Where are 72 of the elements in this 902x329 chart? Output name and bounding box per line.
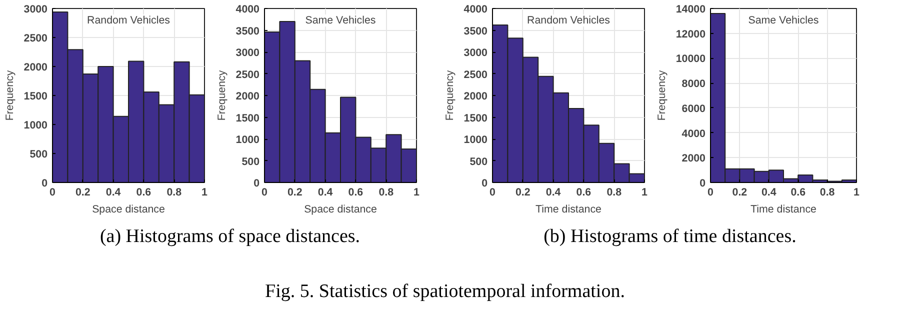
y-axis-title: Frequency [216,70,228,121]
x-tick-label: 0.8 [820,186,835,198]
text: Same Vehicles [748,14,819,26]
text: Random Vehicles [87,14,170,26]
y-tick-label: 8000 [682,78,706,90]
y-tick-label: 2000 [236,90,260,102]
y-tick-label: 2000 [464,90,488,102]
y-tick-label: 3000 [236,47,260,59]
y-tick-label: 2000 [682,152,706,165]
y-tick-label: 2500 [236,68,260,81]
y-tick-label: 3000 [464,47,488,59]
y-tick-label: 1000 [464,134,488,146]
x-tick-label: 1 [642,186,648,198]
y-tick-label: 2500 [464,68,488,81]
x-tick-label: 0 [708,186,714,198]
x-tick-label: 0 [490,186,496,198]
y-tick-label: 14000 [676,4,706,16]
y-tick-label: 1500 [24,90,48,102]
x-tick-label: 0.2 [515,186,530,198]
x-tick-label: 0.2 [287,186,302,198]
y-tick-label: 2000 [24,62,48,74]
y-tick-label: 6000 [682,102,706,115]
y-tick-label: 3000 [24,4,48,16]
text: Random Vehicles [527,14,610,26]
y-tick-label: 1500 [464,112,488,124]
x-tick-label: 0.4 [318,186,333,198]
x-tick-label: 0.6 [790,186,806,198]
y-axis-title: Frequency [4,70,16,121]
x-tick-label: 0.8 [606,186,622,198]
y-tick-label: 12000 [676,28,706,40]
x-tick-label: 0.8 [378,186,394,198]
x-tick-label: 0.6 [576,186,592,198]
text: (b) Histograms of time distances. [544,225,796,249]
x-tick-label: 1 [414,186,420,198]
y-axis-title: Frequency [444,70,456,121]
x-tick-label: 0.6 [348,186,364,198]
y-tick-label: 500 [242,156,260,168]
x-tick-label: 0 [50,186,56,198]
x-tick-label: 0.2 [75,186,90,198]
y-tick-label: 1500 [236,112,260,124]
y-tick-label: 4000 [236,4,260,16]
x-tick-label: 0.4 [106,186,121,198]
x-tick-label: 1 [854,186,860,198]
y-tick-label: 0 [482,178,488,190]
x-axis-title: Space distance [304,204,378,216]
x-tick-label: 0.4 [761,186,776,198]
y-tick-label: 1000 [236,134,260,146]
y-tick-label: 0 [254,178,260,190]
y-tick-label: 1000 [24,120,48,132]
x-tick-label: 0.4 [546,186,561,198]
y-tick-label: 500 [470,156,488,168]
y-tick-label: 4000 [464,4,488,16]
y-tick-label: 3500 [464,25,488,38]
x-axis-title: Space distance [92,204,166,216]
y-tick-label: 10000 [676,53,706,66]
text: (a) Histograms of space distances. [100,225,360,249]
y-tick-label: 0 [700,178,706,190]
y-tick-label: 500 [30,148,48,160]
x-tick-label: 0.2 [732,186,748,198]
y-tick-label: 4000 [682,128,706,140]
text: Same Vehicles [305,14,376,26]
x-tick-label: 0 [262,186,268,198]
caption: Fig. 5. Statistics of spatiotemporal information. [265,280,625,304]
y-tick-label: 3500 [236,25,260,38]
y-tick-label: 0 [42,178,48,190]
x-tick-label: 1 [202,186,208,198]
x-tick-label: 0.6 [136,186,152,198]
x-axis-title: Time distance [536,204,602,216]
y-axis-title: Frequency [656,70,668,121]
x-tick-label: 0.8 [166,186,182,198]
y-tick-label: 2500 [24,32,48,44]
x-axis-title: Time distance [750,204,817,216]
